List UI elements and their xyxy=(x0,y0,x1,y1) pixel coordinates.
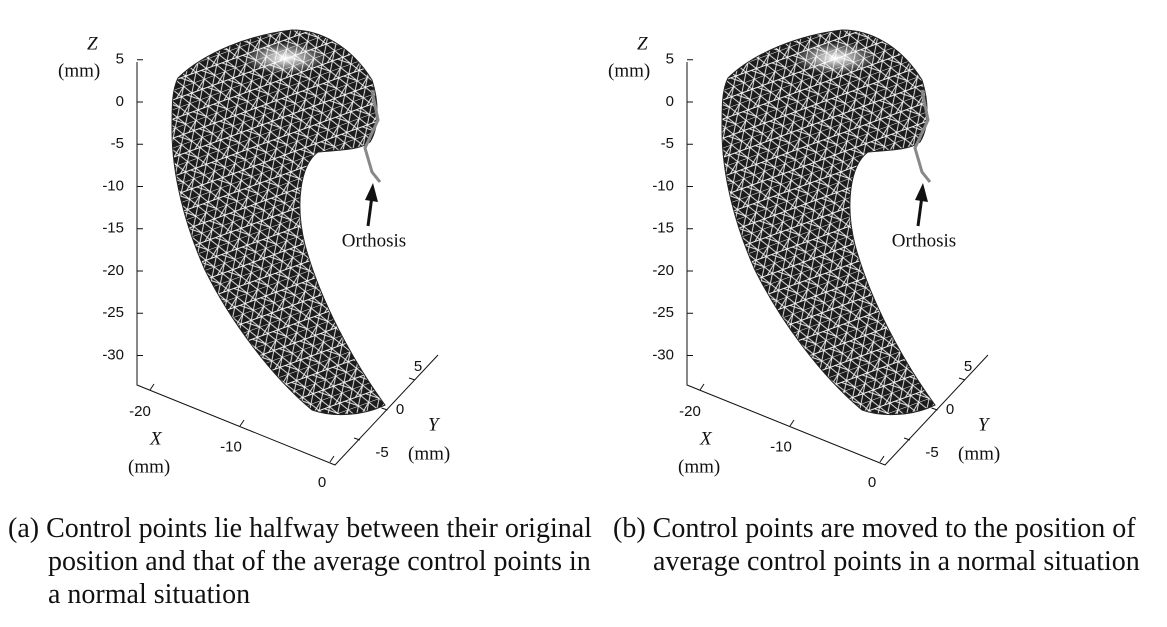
tick-mark xyxy=(903,437,911,441)
z-tick-label: -10 xyxy=(652,177,674,194)
tick-mark xyxy=(699,383,705,391)
arrow-head xyxy=(915,183,928,202)
tick-mark xyxy=(958,377,966,381)
z-tick-label: -25 xyxy=(652,304,674,321)
caption: (b) Control points are moved to the posi… xyxy=(613,513,1140,577)
x-label: X xyxy=(149,428,163,449)
z-tick-label: -15 xyxy=(102,220,124,237)
y-tick-label: 5 xyxy=(964,358,972,375)
y-tick-label: 5 xyxy=(414,358,422,375)
y-tick-label: -5 xyxy=(925,444,938,461)
tick-mark xyxy=(408,377,416,381)
tick-mark xyxy=(381,407,388,411)
arrow xyxy=(916,195,924,227)
annotation: Orthosis xyxy=(342,230,406,251)
x-tick-label: 0 xyxy=(318,474,326,491)
x-tick-label: 0 xyxy=(868,474,876,491)
x-unit: (mm) xyxy=(128,456,170,477)
z-tick-label: -30 xyxy=(652,346,674,363)
y-tick-label: -5 xyxy=(375,444,388,461)
z-tick-label: -10 xyxy=(102,177,124,194)
panel: Orthosis 5 0 -5 -10 -15 -20 -25 -30 Z (mm) -20 -10 0 X… xyxy=(608,29,1000,491)
z-tick-label: -5 xyxy=(661,135,674,152)
x-unit: (mm) xyxy=(678,456,720,477)
z-tick-label: -20 xyxy=(102,262,124,279)
tick-mark xyxy=(353,437,361,441)
y-label: Y xyxy=(428,414,441,435)
tick-mark xyxy=(931,407,938,411)
y-tick-label: 0 xyxy=(946,401,954,418)
x-tick-label: -10 xyxy=(770,438,792,455)
arrow-head xyxy=(365,183,378,202)
z-tick-label: 0 xyxy=(666,93,674,110)
tick-mark xyxy=(329,455,335,463)
highlight xyxy=(243,42,327,74)
orthosis-wire xyxy=(363,89,382,183)
y-unit: (mm) xyxy=(958,443,1000,464)
mesh-surface xyxy=(721,29,936,415)
z-tick-label: -5 xyxy=(111,135,124,152)
tick-mark xyxy=(789,419,795,427)
z-tick-label: -15 xyxy=(652,220,674,237)
z-label: Z xyxy=(637,33,648,54)
tick-mark xyxy=(879,455,885,463)
caption: (a) Control points lie halfway between t… xyxy=(8,513,592,610)
orthosis-wire xyxy=(913,89,932,183)
z-tick-label: -25 xyxy=(102,304,124,321)
z-tick-label: 5 xyxy=(666,51,674,68)
z-tick-label: -20 xyxy=(652,262,674,279)
y-tick-label: 0 xyxy=(396,401,404,418)
z-label: Z xyxy=(87,33,98,54)
panel: Orthosis 5 0 -5 -10 -15 -20 -25 -30 Z (mm) -20 -10 0 X… xyxy=(58,29,450,491)
x-tick-label: -10 xyxy=(220,438,242,455)
annotation: Orthosis xyxy=(892,230,956,251)
x-tick-label: -20 xyxy=(679,403,701,420)
z-unit: (mm) xyxy=(608,60,650,81)
x-label: X xyxy=(699,428,713,449)
z-tick-label: 5 xyxy=(116,51,124,68)
highlight xyxy=(793,42,877,74)
z-tick-label: -30 xyxy=(102,346,124,363)
tick-mark xyxy=(239,419,245,427)
z-tick-label: 0 xyxy=(116,93,124,110)
x-tick-label: -20 xyxy=(129,403,151,420)
y-unit: (mm) xyxy=(408,443,450,464)
tick-mark xyxy=(149,383,155,391)
arrow xyxy=(366,195,374,227)
y-label: Y xyxy=(978,414,991,435)
z-unit: (mm) xyxy=(58,60,100,81)
mesh-surface xyxy=(171,29,386,415)
